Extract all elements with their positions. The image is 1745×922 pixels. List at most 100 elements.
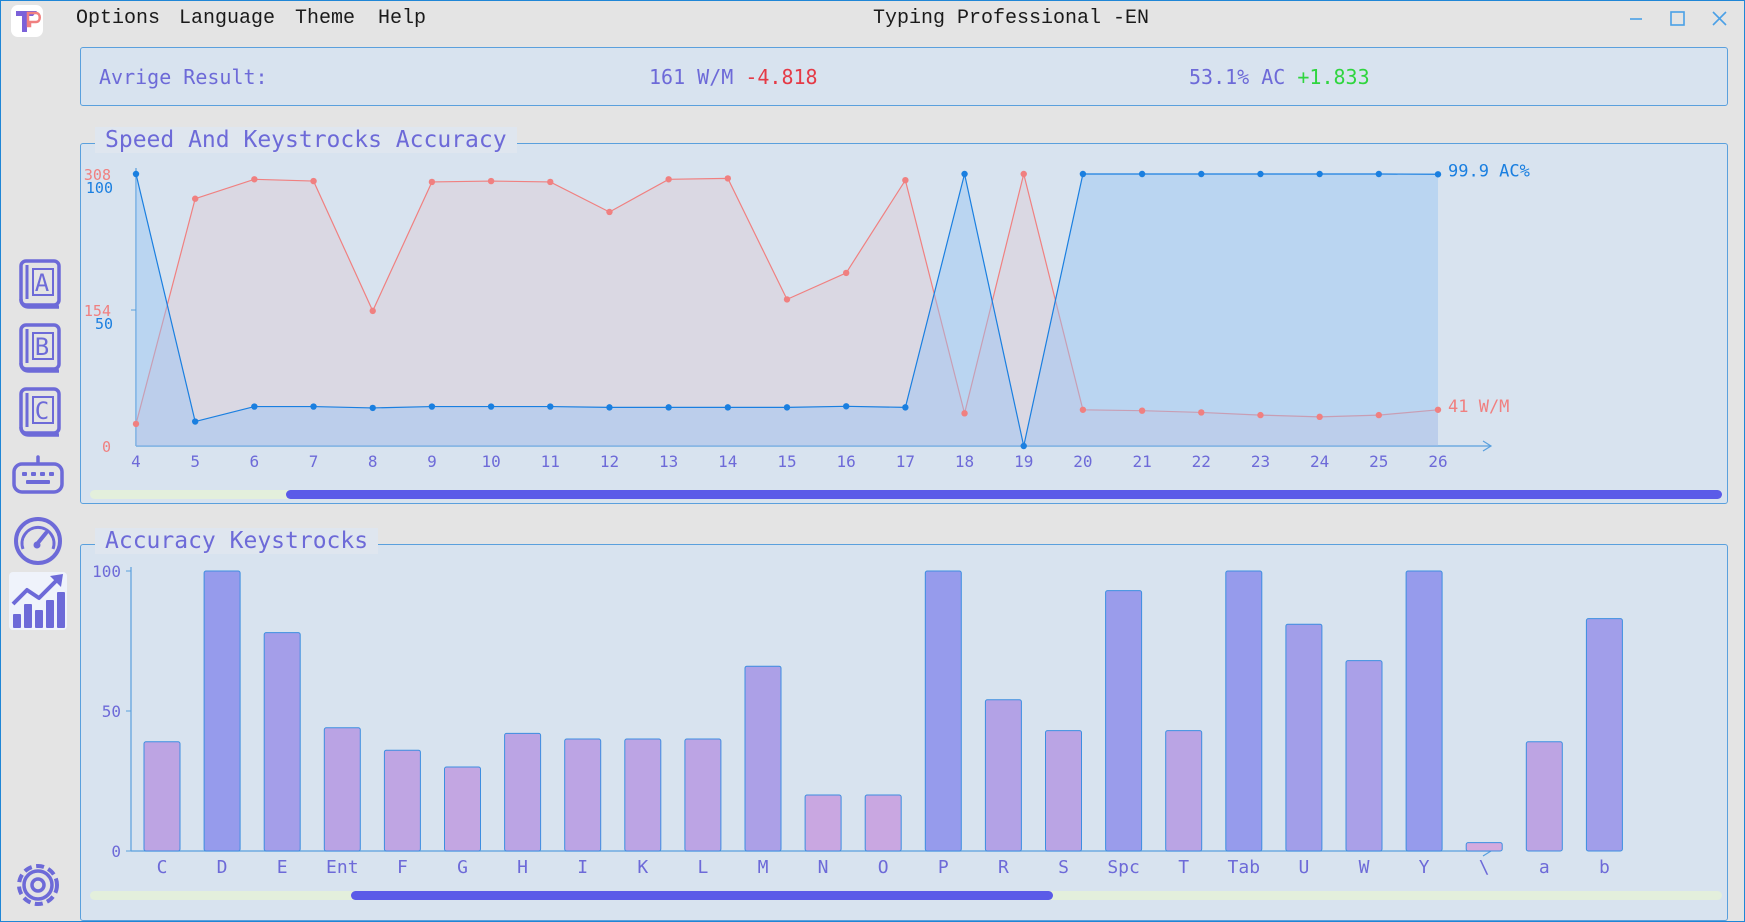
- bar-category-label: Y: [1419, 857, 1430, 878]
- accuracy-bar: [1105, 590, 1143, 852]
- x-tick-label: 10: [481, 452, 500, 471]
- accuracy-bar: [1405, 570, 1443, 852]
- speed-series-area: [136, 174, 1438, 446]
- speed-point: [487, 177, 495, 185]
- bar-category-label: Tab: [1228, 857, 1261, 878]
- speed-delta: -4.818: [745, 65, 818, 89]
- accuracy-chart-scrollbar[interactable]: [90, 891, 1722, 900]
- accuracy-bar: [564, 738, 602, 852]
- book-c-icon[interactable]: C: [9, 383, 67, 441]
- accuracy-bar: [684, 738, 722, 852]
- x-tick-label: 21: [1132, 452, 1151, 471]
- minimize-icon[interactable]: [1624, 7, 1648, 31]
- book-b-icon[interactable]: B: [9, 319, 67, 377]
- speed-point: [783, 296, 791, 303]
- close-icon[interactable]: [1707, 7, 1731, 31]
- title-bar: Options Language Theme Help Typing Profe…: [1, 1, 1744, 37]
- accuracy-point: [1198, 170, 1205, 178]
- accuracy-point: [783, 404, 791, 411]
- bar-category-label: K: [637, 857, 648, 878]
- menu-help[interactable]: Help: [378, 7, 427, 30]
- bar-category-label: G: [457, 857, 468, 878]
- x-tick-label: 26: [1428, 452, 1447, 471]
- bar-category-label: b: [1599, 857, 1610, 878]
- average-result-label: Avrige Result:: [99, 65, 268, 89]
- x-tick-label: 7: [309, 452, 319, 471]
- menu-theme[interactable]: Theme: [295, 7, 356, 30]
- bar-category-label: E: [277, 857, 288, 878]
- accuracy-bar: [143, 741, 181, 852]
- x-axis-arrow: [1482, 440, 1493, 452]
- bar-category-label: Spc: [1107, 857, 1140, 878]
- bar-category-label: O: [878, 857, 889, 878]
- menu-language[interactable]: Language: [179, 7, 276, 30]
- accuracy-bar: [1165, 730, 1203, 852]
- bar-category-label: F: [397, 857, 408, 878]
- accuracy-point: [1079, 170, 1087, 178]
- accuracy-point: [902, 404, 909, 411]
- speedometer-icon[interactable]: [9, 511, 67, 569]
- accuracy-bar: [1285, 623, 1323, 852]
- x-tick-label: 20: [1073, 452, 1092, 471]
- menu-options[interactable]: Options: [76, 7, 161, 30]
- accuracy-point: [191, 418, 199, 425]
- accuracy-result: 53.1% AC +1.833: [1189, 65, 1370, 89]
- speed-result: 161 W/M -4.818: [649, 65, 818, 89]
- svg-text:C: C: [35, 397, 49, 425]
- speed-chart-scrollbar[interactable]: [90, 490, 1722, 499]
- bar-category-label: R: [998, 857, 1009, 878]
- bar-y-tick-label: 0: [111, 842, 121, 861]
- accuracy-point: [842, 403, 850, 410]
- accuracy-bar: [1465, 842, 1503, 852]
- accuracy-point: [369, 404, 376, 412]
- accuracy-bar: [1225, 570, 1263, 852]
- accuracy-bar: [864, 794, 902, 852]
- speed-point: [842, 269, 850, 277]
- bar-category-label: I: [577, 857, 588, 878]
- maximize-icon[interactable]: [1665, 7, 1689, 31]
- bar-category-label: D: [217, 857, 228, 878]
- bar-category-label: C: [157, 857, 168, 878]
- speed-chart-scroll-thumb[interactable]: [285, 490, 1722, 499]
- x-tick-label: 9: [427, 452, 437, 471]
- speed-point: [132, 420, 140, 428]
- x-tick-label: 18: [955, 452, 974, 471]
- accuracy-y-tick-label: 100: [86, 179, 113, 197]
- x-tick-label: 15: [777, 452, 796, 471]
- speed-value: 161 W/M: [649, 65, 734, 89]
- x-tick-label: 17: [896, 452, 915, 471]
- speed-point: [961, 410, 968, 417]
- settings-gear-icon[interactable]: [9, 856, 67, 914]
- accuracy-keystrokes-panel: Accuracy Keystrocks 0 50 100 C D E Ent F G H I K L M N…: [80, 528, 1728, 921]
- accuracy-bar: [504, 732, 542, 852]
- speed-point: [1375, 411, 1383, 419]
- bar-category-label: W: [1359, 857, 1370, 878]
- accuracy-point: [251, 403, 258, 410]
- accuracy-bar: [1345, 660, 1383, 852]
- speed-point: [310, 177, 317, 185]
- accuracy-point: [1020, 442, 1027, 450]
- x-tick-label: 5: [190, 452, 200, 471]
- accuracy-point: [1375, 170, 1383, 178]
- accuracy-delta: +1.833: [1297, 65, 1370, 89]
- speed-point: [724, 175, 732, 182]
- keyboard-icon[interactable]: [9, 447, 67, 505]
- speed-point: [547, 178, 554, 186]
- accuracy-keystrokes-bar-chart: 0 50 100 C D E Ent F G H I K L M N O P R S Spc T Tab U W Y \ a b: [92, 562, 1623, 878]
- bar-category-label: L: [697, 857, 708, 878]
- bar-category-label: P: [938, 857, 949, 878]
- statistics-chart-icon[interactable]: [9, 572, 67, 630]
- accuracy-chart-scroll-thumb[interactable]: [351, 891, 1053, 900]
- speed-point: [369, 307, 376, 315]
- accuracy-y-tick-label: 50: [95, 315, 113, 333]
- speed-accuracy-panel: Speed And Keystrocks Accuracy 0 154 308 50 1…: [80, 127, 1728, 504]
- book-a-icon[interactable]: A: [9, 255, 67, 313]
- accuracy-point: [132, 170, 140, 178]
- svg-text:B: B: [35, 333, 49, 361]
- accuracy-point: [487, 403, 495, 410]
- bar-category-label: M: [758, 857, 769, 878]
- accuracy-bar: [1525, 741, 1563, 852]
- accuracy-bar: [804, 794, 842, 852]
- speed-point: [1020, 170, 1027, 178]
